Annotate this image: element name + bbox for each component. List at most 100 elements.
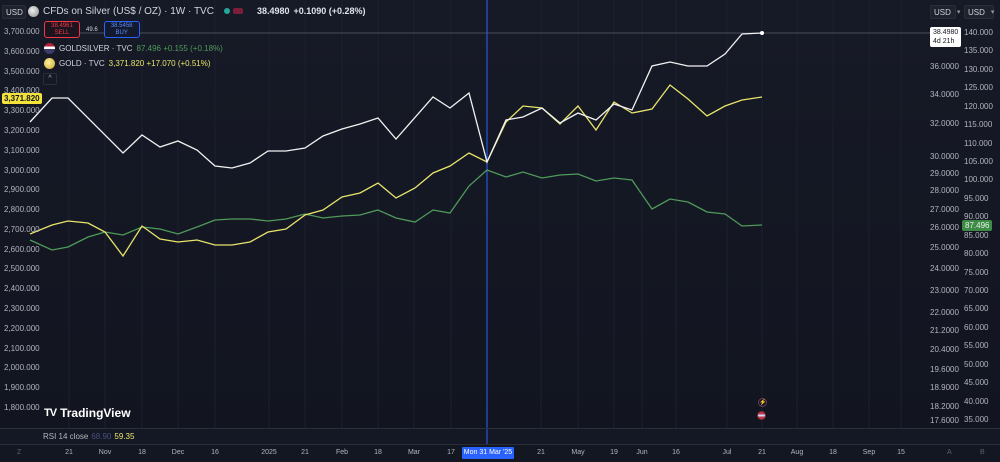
sell-button[interactable]: 38.4961 SELL [44,21,80,38]
time-tick: Mar [407,449,421,456]
collapse-legend-button[interactable]: ^ [43,73,57,85]
axis-tick: 140.000 [964,28,993,37]
axis-tick: 21.2000 [930,326,959,335]
legend-goldsilver[interactable]: GOLDSILVER · TVC 87.496 +0.155 (+0.18%) [44,41,223,56]
time-tick: 2025 [261,449,277,456]
log-scale-button[interactable]: B [980,449,985,456]
ratio-price-tag: 87.496 [962,220,993,231]
axis-tick: 80.000 [964,249,989,259]
time-tick: 19 [610,449,618,456]
axis-tick: 32.0000 [930,119,959,128]
time-axis[interactable]: Z Mon 31 Mar '25 A B 21 Nov 18 Dec 16 2025 21 F… [0,444,1000,462]
axis-tick: 3,400.000 [4,86,40,96]
timezone-button[interactable]: Z [17,449,22,456]
us-flag-icon [44,43,55,54]
us-economic-event-icon[interactable] [757,411,766,420]
axis-tick: 115.000 [964,120,993,130]
chevron-down-icon: ▾ [990,9,995,16]
legend-gold[interactable]: GOLD · TVC 3,371.820 +17.070 (+0.51%) [44,56,223,71]
axis-tick: 3,300.000 [4,106,40,116]
currency-label: USD [934,7,951,17]
axis-tick: 90.000 [964,212,989,222]
time-tick: 18 [138,449,146,456]
currency-label: USD [968,7,985,17]
axis-tick: 36.0000 [930,62,959,71]
axis-tick: 55.000 [964,341,989,351]
time-tick: 21 [65,449,73,456]
crosshair-date-label: Mon 31 Mar '25 [462,447,514,459]
axis-tick: 3,100.000 [4,145,40,155]
axis-tick: 19.6000 [930,365,959,374]
buy-label: BUY [115,30,128,36]
currency-select-left[interactable]: USD [2,5,26,19]
axis-tick: 3,500.000 [4,66,40,76]
time-tick: Dec [171,449,185,456]
chevron-up-icon: ^ [48,75,52,82]
axis-tick: 26.0000 [930,223,959,232]
axis-tick: 3,700.000 [4,27,40,36]
gold-value: 3,371.820 +17.070 (+0.51%) [108,59,211,68]
trade-buttons: 38.4961 SELL 49.6 38.5458 BUY [44,21,140,38]
axis-tick: 30.0000 [930,152,959,161]
spread-value: 49.6 [86,26,98,33]
symbol-title[interactable]: CFDs on Silver (US$ / OZ) · 1W · TVC [43,5,214,17]
axis-tick: 25.0000 [930,243,959,252]
axis-tick: 2,800.000 [4,205,40,215]
currency-select-right-2[interactable]: USD ▾ [964,5,994,19]
time-tick: 15 [897,449,905,456]
auto-scale-button[interactable]: A [947,449,952,456]
axis-tick: 23.0000 [930,286,959,295]
rsi-label: RSI 14 close [43,432,89,441]
currency-label: USD [6,7,23,17]
time-tick: Aug [790,449,804,456]
gold-name: GOLD · TVC [59,59,105,68]
time-tick: Jul [722,449,732,456]
time-tick: 21 [537,449,545,456]
axis-tick: 85.000 [964,230,989,240]
tradingview-logo[interactable]: TV TradingView [44,406,131,420]
axis-tick: 135.000 [964,46,993,56]
goldsilver-name: GOLDSILVER · TVC [59,44,133,53]
axis-tick: 3,000.000 [4,165,40,175]
axis-tick: 18.2000 [930,402,959,411]
tradingview-logo-text: TradingView [60,406,131,420]
lightning-event-icon[interactable]: ⚡ [758,398,767,407]
currency-select-right-1[interactable]: USD ▾ [930,5,960,19]
market-status-icon[interactable] [223,8,243,14]
axis-tick: 20.4000 [930,345,959,354]
time-tick: May [571,449,585,456]
axis-tick: 2,000.000 [4,363,40,373]
chevron-down-icon: ▾ [956,9,961,16]
last-price: 38.4980 [256,6,290,16]
time-tick: Sep [862,449,876,456]
sell-price: 38.4961 [51,23,73,29]
rsi-pane[interactable]: RSI 14 close 68.90 59.35 [0,428,1000,444]
axis-tick: 3,200.000 [4,125,40,135]
silver-line [29,32,763,169]
silver-price-tag-value: 38.4980 [933,29,959,36]
axis-tick: 2,700.000 [4,224,40,234]
rsi-value-1: 68.90 [91,432,112,441]
gold-price-axis[interactable]: 3,700.000 3,600.000 3,500.000 3,400.000 3,30… [0,0,64,428]
axis-tick: 105.000 [964,157,993,166]
sell-label: SELL [54,30,70,36]
ratio-price-axis[interactable]: 140.000 135.000 130.000 125.000 120.000 115.0… [960,0,1000,428]
axis-tick: 34.0000 [930,90,959,99]
silver-price-axis[interactable]: 36.0000 34.0000 32.0000 30.0000 29.0000 28.00… [916,0,960,428]
axis-tick: 75.000 [964,267,989,277]
axis-tick: 2,900.000 [4,185,40,195]
axis-tick: 1,900.000 [4,383,40,393]
goldsilver-value: 87.496 +0.155 (+0.18%) [136,44,223,53]
time-tick: 21 [758,449,766,456]
axis-tick: 120.000 [964,101,993,111]
silver-last-point [760,31,764,35]
time-tick: 18 [374,449,382,456]
price-change: +0.1090 (+0.28%) [293,6,366,16]
rsi-value-2: 59.35 [114,432,135,441]
main-legend: CFDs on Silver (US$ / OZ) · 1W · TVC 38.… [28,4,366,18]
gold-coin-icon [44,58,55,69]
buy-button[interactable]: 38.5458 BUY [103,21,140,38]
axis-tick: 2,100.000 [4,343,40,353]
axis-tick: 1,800.000 [4,403,40,412]
